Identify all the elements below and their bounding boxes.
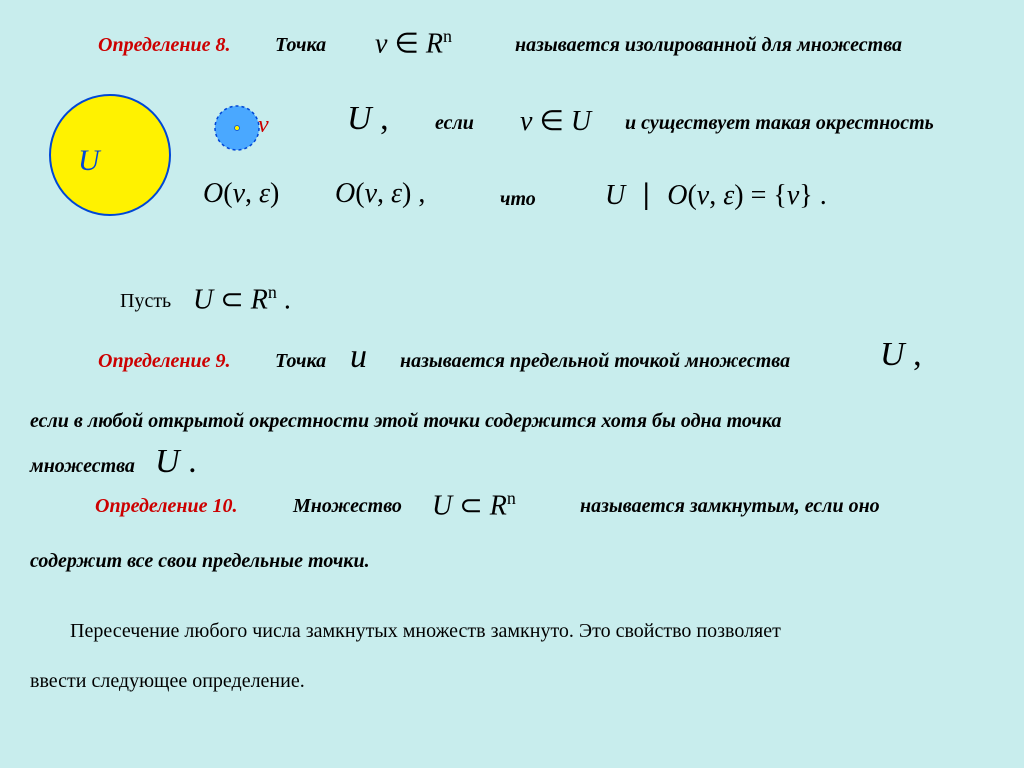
def9-Uset: U ,: [880, 336, 922, 374]
def8-label: Определение 8.: [98, 34, 231, 57]
def9-Uset2: U .: [155, 443, 197, 481]
svg-text:v: v: [258, 112, 269, 138]
def10-m1: U ⊂ Rn: [432, 488, 516, 522]
def10-p1: Множество: [293, 495, 402, 518]
def8-p2: называется изолированной для множества: [515, 34, 902, 57]
tail-l1: Пересечение любого числа замкнутых множе…: [70, 620, 781, 643]
def8-p3: если: [435, 112, 474, 135]
def8-p1: Точка: [275, 34, 326, 57]
def8-p4: и существует такая окрестность: [625, 112, 934, 135]
tail-l2: ввести следующее определение.: [30, 670, 305, 693]
def9-p1: Точка: [275, 350, 326, 373]
def8-m5: U ∣ O(v, ε) = {v} .: [605, 178, 827, 212]
def10-label: Определение 10.: [95, 495, 238, 518]
def9-p2: называется предельной точкой множества: [400, 350, 790, 373]
isolated-point-diagram: U v: [30, 80, 290, 240]
def8-m1: v ∈ Rn: [375, 26, 452, 60]
let-p1: Пусть: [120, 290, 171, 313]
def10-p2: называется замкнутым, если оно: [580, 495, 880, 518]
svg-text:U: U: [78, 144, 102, 177]
let-m1: U ⊂ Rn .: [193, 282, 291, 316]
def9-p4: множества: [30, 455, 135, 478]
def8-p5: что: [500, 188, 536, 211]
def8-U: U ,: [347, 100, 389, 138]
def10-p3: содержит все свои предельные точки.: [30, 550, 370, 573]
def9-u: u: [350, 338, 367, 376]
def8-m4: O(v, ε) ,: [335, 178, 425, 210]
def9-p3: если в любой открытой окрестности этой т…: [30, 410, 782, 433]
def9-label: Определение 9.: [98, 350, 231, 373]
def8-m3: O(v, ε): [203, 178, 279, 210]
def8-m2: v ∈ U: [520, 104, 591, 138]
